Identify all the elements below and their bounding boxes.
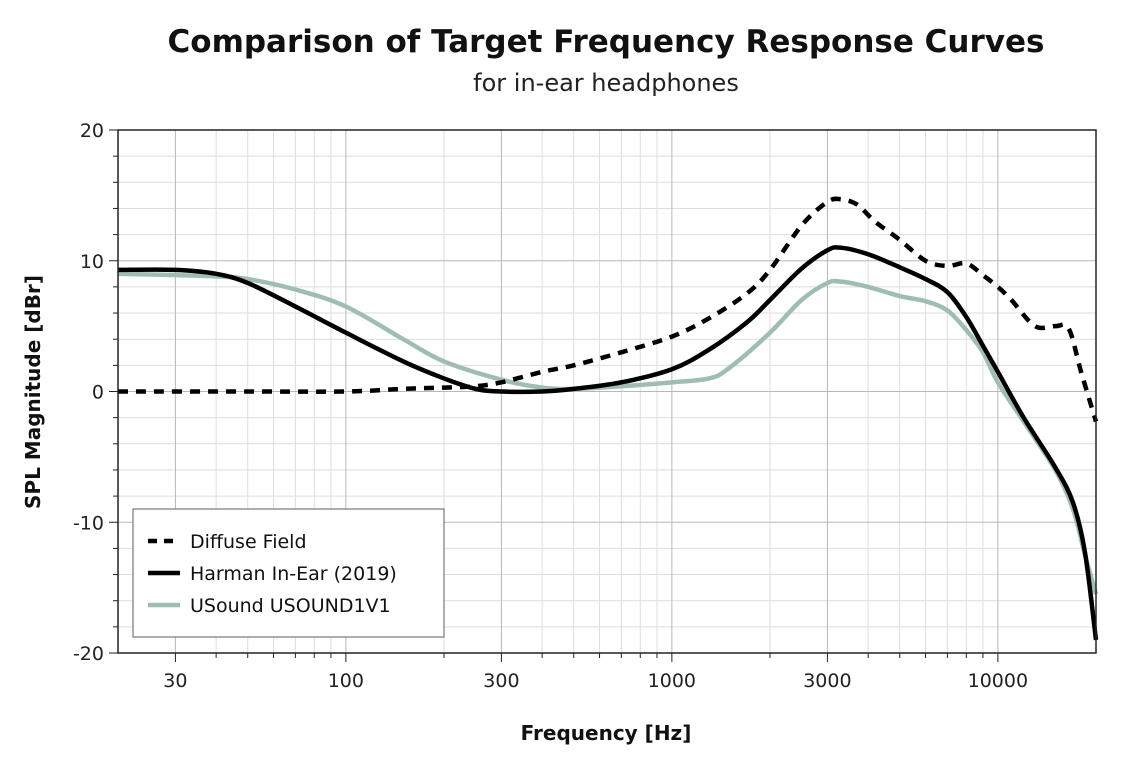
y-tick-label: 10: [80, 251, 104, 273]
x-tick-label: 1000: [648, 670, 696, 692]
chart-title: Comparison of Target Frequency Response …: [168, 24, 1045, 60]
legend-entry-diffuse-field-label: Diffuse Field: [190, 531, 307, 553]
series-layer: [117, 196, 1099, 641]
y-tick-label: 0: [92, 382, 104, 404]
y-axis-label: SPL Magnitude [dBr]: [21, 275, 45, 509]
legend-entry-usound-usound1v1-label: USound USOUND1V1: [190, 595, 391, 617]
x-tick-label: 3000: [803, 670, 851, 692]
y-tick-label: -20: [73, 643, 104, 665]
series-diffuse-field: [117, 196, 1099, 423]
chart-subtitle: for in-ear headphones: [473, 69, 739, 97]
legend: Diffuse Field Harman In-Ear (2019) USound …: [132, 508, 445, 638]
x-tick-label: 100: [328, 670, 364, 692]
y-tick-label: -10: [73, 512, 104, 534]
axis-ticks: [109, 129, 999, 662]
x-axis-label: Frequency [Hz]: [521, 721, 692, 745]
x-tick-label: 30: [163, 670, 187, 692]
x-tick-label: 10000: [968, 670, 1028, 692]
series-usound-usound1v1: [117, 271, 1099, 595]
legend-entry-harman-in-ear-2019-label: Harman In-Ear (2019): [190, 563, 397, 585]
series-harman-in-ear-2019: [117, 245, 1099, 641]
tick-labels: 30 100 300 1000 3000 10000 -20 -10 0 10 20: [73, 120, 1028, 692]
plot-frame: [117, 129, 1097, 654]
x-tick-label: 300: [483, 670, 519, 692]
legend-box: [132, 508, 445, 638]
y-tick-label: 20: [80, 120, 104, 142]
